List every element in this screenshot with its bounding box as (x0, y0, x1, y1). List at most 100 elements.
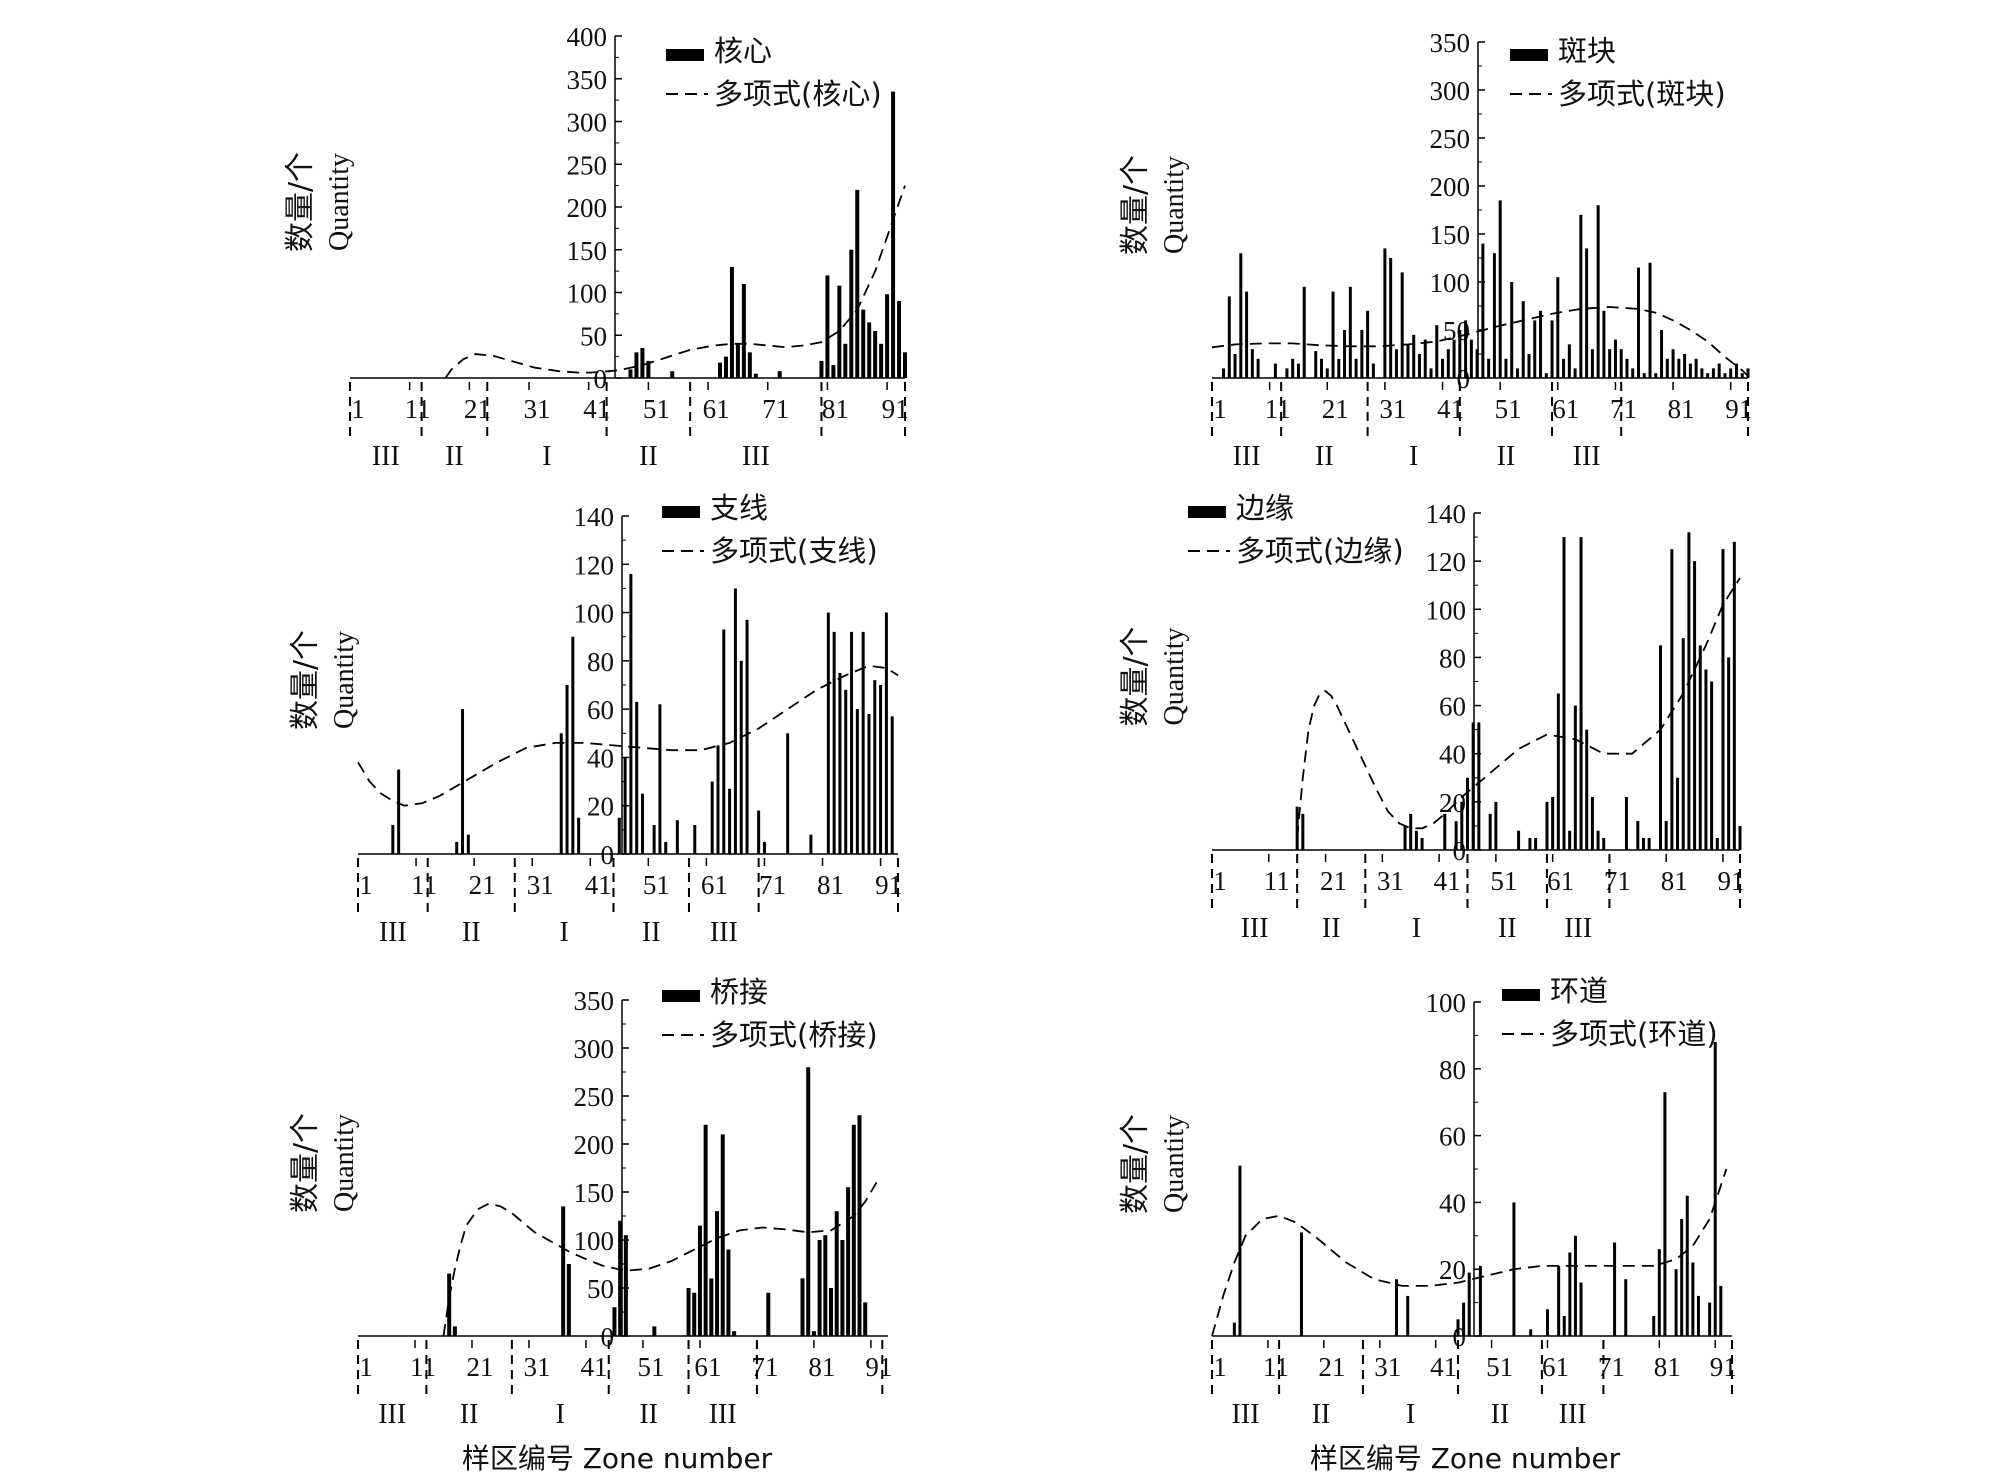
y-tick-label: 400 (567, 22, 608, 52)
bar (1676, 777, 1680, 850)
legend-bar-swatch (1510, 49, 1548, 61)
x-tick-label: 91 (865, 1352, 892, 1382)
bar (1239, 253, 1243, 378)
bar (825, 275, 830, 378)
bar (1389, 258, 1393, 378)
x-tick-label: 51 (1486, 1352, 1513, 1382)
zone-label: III (1564, 913, 1592, 944)
bar (612, 1307, 617, 1336)
y-axis-title-cn: 数量/个 (283, 152, 318, 252)
y-tick-label: 300 (567, 108, 608, 138)
bar (1452, 339, 1456, 378)
bar (1488, 813, 1492, 850)
x-tick-label: 61 (1547, 866, 1574, 896)
bar (1710, 681, 1714, 850)
zone-label: I (1406, 1399, 1415, 1430)
bar (1320, 358, 1324, 378)
x-tick-label: 81 (1661, 866, 1688, 896)
bar (786, 733, 790, 854)
y-axis-title-cn: 数量/个 (1118, 155, 1153, 255)
y-tick-label: 40 (587, 743, 614, 773)
zone-label: II (445, 441, 464, 472)
bar (1343, 330, 1347, 378)
y-tick-label: 150 (567, 236, 608, 266)
bar (1696, 1295, 1700, 1336)
x-tick-label: 21 (1318, 1352, 1345, 1382)
bar (1663, 1092, 1667, 1336)
bar (618, 1220, 623, 1336)
zone-label: III (1573, 441, 1601, 472)
legend-trend-label: 多项式(边缘) (1236, 534, 1404, 568)
bar (806, 1067, 811, 1336)
bar (1412, 334, 1416, 378)
x-tick-label: 1 (351, 394, 365, 424)
y-tick-label: 0 (1453, 836, 1467, 866)
bar (855, 709, 859, 854)
bar (1562, 1315, 1566, 1336)
bar (885, 294, 890, 378)
bar (1680, 1219, 1684, 1336)
bar (832, 631, 836, 854)
bar (686, 1288, 691, 1336)
legend-bar-swatch (662, 990, 700, 1002)
bar (1568, 830, 1572, 850)
y-tick-label: 0 (594, 364, 608, 394)
bar (1641, 837, 1645, 850)
bar (1454, 821, 1458, 850)
bar (1233, 354, 1237, 378)
bar (1647, 837, 1651, 850)
bar (879, 343, 884, 378)
bar (723, 356, 728, 378)
trend-line (444, 185, 906, 379)
bar (693, 825, 697, 854)
x-tick-label: 71 (1604, 866, 1631, 896)
y-tick-label: 250 (574, 1082, 615, 1112)
legend-trend-label: 多项式(斑块) (1558, 77, 1726, 111)
y-tick-label: 50 (580, 321, 607, 351)
bar (1670, 549, 1674, 850)
bar (1573, 705, 1577, 850)
bar (1467, 1272, 1471, 1336)
y-tick-label: 350 (567, 65, 608, 95)
bar (831, 365, 836, 378)
bar (1721, 549, 1725, 850)
y-tick-label: 60 (587, 695, 614, 725)
bar (1691, 1262, 1695, 1336)
bar (837, 285, 842, 378)
y-tick-label: 140 (1426, 499, 1467, 529)
bar (1567, 344, 1571, 378)
bar (741, 283, 746, 378)
bar (1573, 1235, 1577, 1336)
bar (703, 1124, 708, 1336)
bar (834, 1211, 839, 1336)
bar (838, 672, 842, 854)
bar (735, 343, 740, 378)
zone-label: III (372, 441, 400, 472)
y-tick-label: 60 (1439, 692, 1466, 722)
legend-trend-label: 多项式(核心) (714, 77, 882, 111)
bar (903, 352, 907, 378)
y-tick-label: 300 (574, 1034, 615, 1064)
y-tick-label: 250 (1430, 124, 1471, 154)
bar (811, 1331, 816, 1336)
zone-label: II (1322, 913, 1341, 944)
bar (1698, 645, 1702, 850)
zone-label: II (1498, 913, 1517, 944)
x-tick-label: 51 (643, 870, 670, 900)
bar (1619, 349, 1623, 378)
bar (1238, 1165, 1242, 1336)
bar (733, 588, 737, 854)
y-tick-label: 80 (1439, 643, 1466, 673)
bar (1477, 722, 1481, 850)
bar (1227, 296, 1231, 378)
bar (829, 1288, 834, 1336)
y-axis-title-en: Quantity (1159, 628, 1190, 726)
bar (1642, 373, 1646, 378)
bar (1360, 330, 1364, 378)
bar (897, 301, 902, 378)
x-tick-label: 31 (523, 1352, 550, 1382)
bar (1232, 1322, 1236, 1336)
